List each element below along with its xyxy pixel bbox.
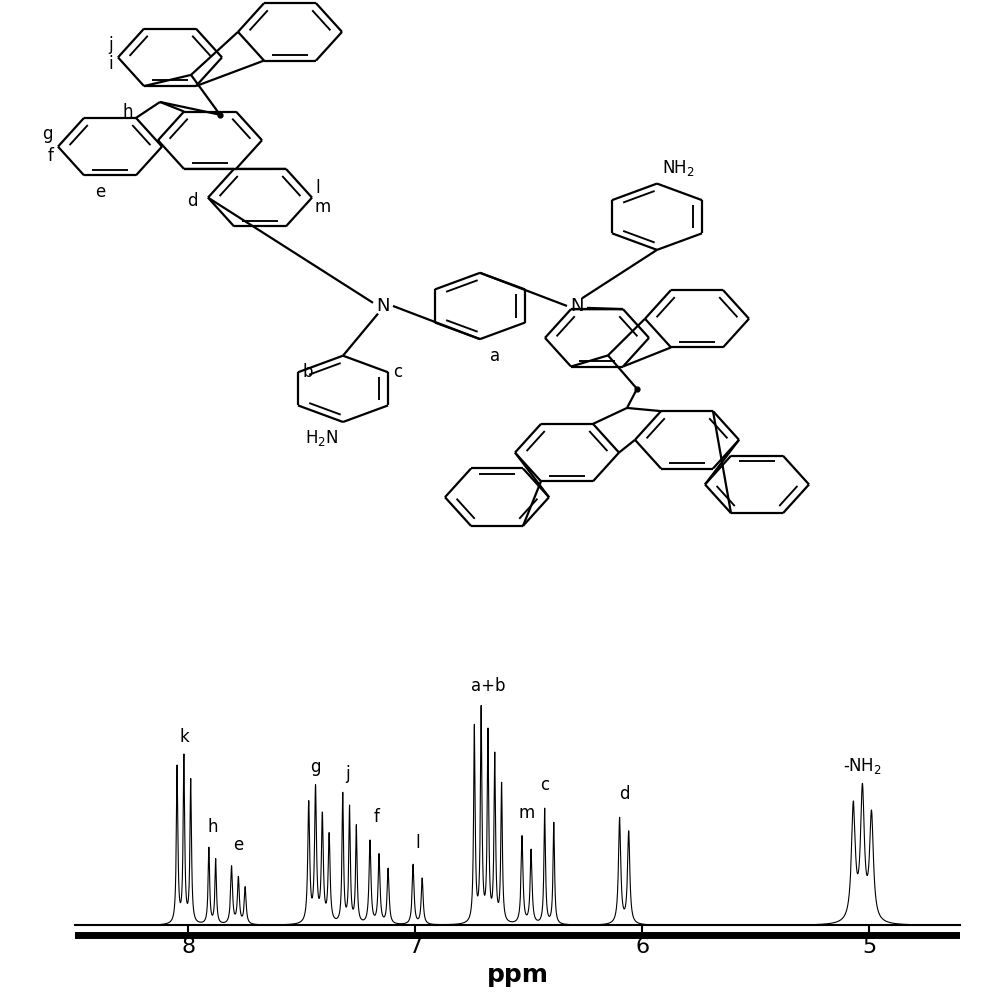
Text: i: i <box>108 55 113 73</box>
Text: k: k <box>179 728 189 746</box>
Text: d: d <box>619 785 629 804</box>
Text: h: h <box>122 103 133 121</box>
Text: j: j <box>108 36 113 54</box>
Text: d: d <box>188 192 198 210</box>
Text: g: g <box>42 124 53 142</box>
Text: f: f <box>47 147 53 165</box>
Text: e: e <box>233 836 244 854</box>
Text: N: N <box>570 297 584 315</box>
Text: l: l <box>415 834 420 852</box>
Text: a+b: a+b <box>471 677 505 695</box>
Text: l: l <box>315 179 320 197</box>
Text: g: g <box>310 758 321 776</box>
Text: h: h <box>207 818 218 836</box>
Text: e: e <box>95 183 105 201</box>
Text: H$_2$N: H$_2$N <box>305 428 338 448</box>
Text: f: f <box>374 809 380 827</box>
Text: a: a <box>490 347 500 365</box>
Text: N: N <box>376 297 390 315</box>
Text: c: c <box>393 364 402 381</box>
Text: j: j <box>345 765 350 783</box>
Text: c: c <box>540 776 549 794</box>
Text: -NH$_2$: -NH$_2$ <box>843 756 882 776</box>
Text: NH$_2$: NH$_2$ <box>662 158 695 178</box>
Text: b: b <box>303 364 313 381</box>
X-axis label: ppm: ppm <box>486 963 548 987</box>
Text: m: m <box>518 804 535 822</box>
Text: m: m <box>315 198 331 216</box>
